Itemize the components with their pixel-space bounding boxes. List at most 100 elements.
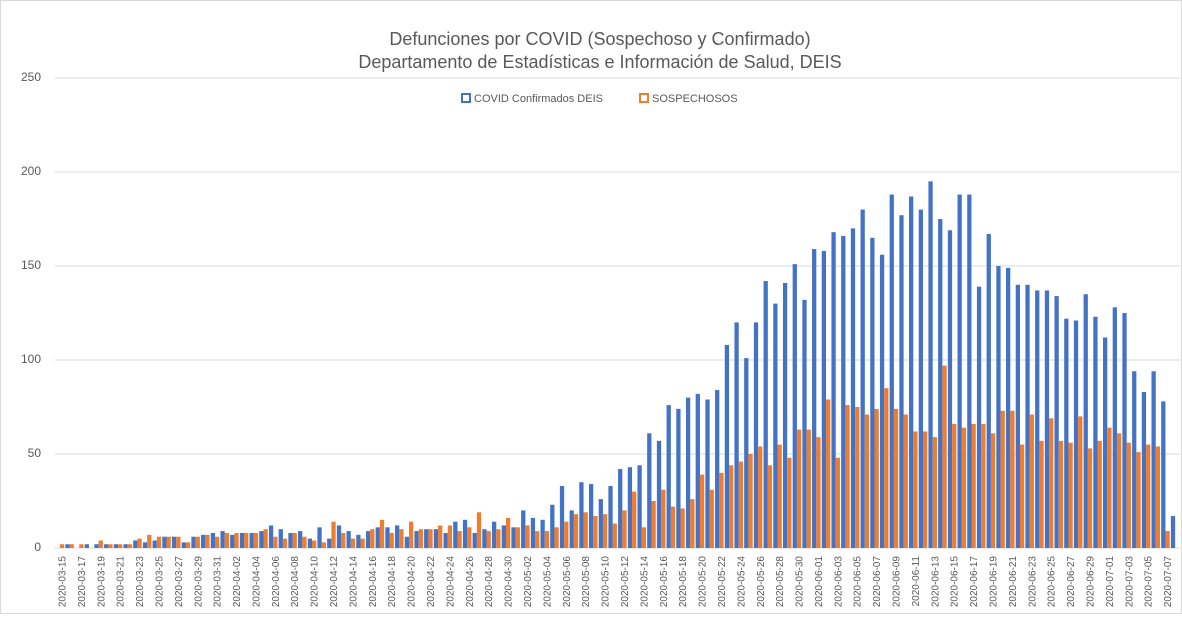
- bar: [389, 532, 394, 548]
- bar: [845, 405, 850, 548]
- bar: [336, 525, 342, 548]
- bar: [879, 254, 885, 548]
- bar: [1093, 316, 1098, 548]
- bar: [612, 523, 617, 548]
- bar: [505, 517, 511, 548]
- bar: [327, 538, 332, 548]
- bar: [127, 544, 133, 548]
- bar: [961, 427, 967, 548]
- bar: [860, 209, 865, 548]
- x-tick-label: 2020-06-11: [911, 556, 922, 607]
- bar: [201, 534, 206, 548]
- x-tick-label: 2020-06-13: [930, 556, 941, 608]
- bar: [981, 423, 986, 548]
- x-tick-label: 2020-05-12: [620, 556, 631, 608]
- bar: [98, 540, 103, 548]
- bar: [65, 544, 70, 548]
- bar: [559, 485, 565, 548]
- bar: [1170, 516, 1176, 548]
- bar: [113, 544, 119, 548]
- bar: [69, 544, 74, 548]
- bar: [724, 344, 730, 548]
- bar: [501, 525, 506, 548]
- bar: [176, 536, 181, 548]
- bar: [1102, 337, 1108, 548]
- bar: [758, 446, 763, 548]
- bar: [94, 544, 99, 548]
- x-tick-label: 2020-06-21: [1008, 556, 1019, 608]
- x-tick-label: 2020-03-23: [135, 556, 146, 608]
- bar: [1064, 318, 1069, 548]
- x-tick-label: 2020-05-22: [717, 556, 728, 608]
- x-tick-label: 2020-05-06: [562, 556, 573, 608]
- bar: [259, 531, 264, 548]
- bar: [1136, 452, 1141, 548]
- bar: [234, 532, 239, 548]
- bar: [133, 540, 138, 548]
- bar: [874, 408, 879, 548]
- bar: [171, 536, 177, 548]
- bar: [496, 529, 501, 548]
- bar: [676, 408, 681, 548]
- bar: [317, 527, 322, 548]
- bar: [777, 444, 782, 548]
- bar: [583, 512, 588, 548]
- bar: [903, 414, 908, 548]
- x-tick-label: 2020-05-18: [678, 556, 689, 608]
- bar: [554, 527, 559, 548]
- bar: [850, 228, 856, 548]
- bar: [1116, 433, 1122, 548]
- bar: [540, 519, 545, 548]
- bar: [321, 542, 326, 548]
- bar: [453, 521, 458, 548]
- x-tick-label: 2020-04-24: [445, 556, 456, 608]
- bar: [602, 514, 608, 548]
- y-tick-label: 250: [21, 70, 41, 84]
- bar: [1019, 444, 1025, 548]
- x-tick-label: 2020-04-16: [368, 556, 379, 608]
- x-tick-label: 2020-04-12: [329, 556, 340, 608]
- x-tick-label: 2020-07-01: [1105, 556, 1116, 608]
- bar: [1107, 427, 1112, 548]
- bar: [365, 531, 371, 548]
- bar: [1044, 290, 1050, 548]
- bar: [404, 536, 409, 548]
- bar: [641, 527, 647, 548]
- bar: [544, 531, 550, 548]
- bar: [147, 534, 152, 548]
- x-tick-label: 2020-04-08: [290, 556, 301, 608]
- bar: [938, 219, 943, 548]
- bar: [482, 529, 487, 548]
- bar: [680, 508, 685, 548]
- x-tick-label: 2020-06-07: [872, 556, 883, 608]
- bar: [1097, 440, 1102, 548]
- bar: [719, 472, 724, 548]
- bar: [569, 510, 574, 548]
- bar: [976, 286, 982, 548]
- bar: [118, 544, 123, 548]
- bar: [1054, 296, 1059, 548]
- x-tick-label: 2020-05-08: [581, 556, 592, 608]
- x-tick-label: 2020-03-19: [96, 556, 107, 608]
- bar: [152, 540, 157, 548]
- bar: [608, 485, 613, 548]
- bar: [651, 501, 656, 548]
- x-tick-label: 2020-06-27: [1066, 556, 1077, 608]
- bar: [230, 534, 235, 548]
- bar: [1155, 446, 1161, 548]
- bar: [525, 525, 530, 548]
- bar: [1068, 442, 1073, 548]
- bar: [215, 536, 220, 548]
- x-tick-label: 2020-04-02: [232, 556, 243, 608]
- bar: [414, 531, 419, 548]
- x-tick-label: 2020-05-26: [756, 556, 767, 608]
- legend-swatch: [639, 93, 649, 103]
- bar: [1146, 444, 1151, 548]
- bar: [492, 521, 497, 548]
- bar: [307, 538, 313, 548]
- bar: [205, 534, 210, 548]
- bar: [579, 482, 584, 548]
- bar: [239, 532, 245, 548]
- bar: [627, 467, 633, 548]
- bar: [379, 519, 385, 548]
